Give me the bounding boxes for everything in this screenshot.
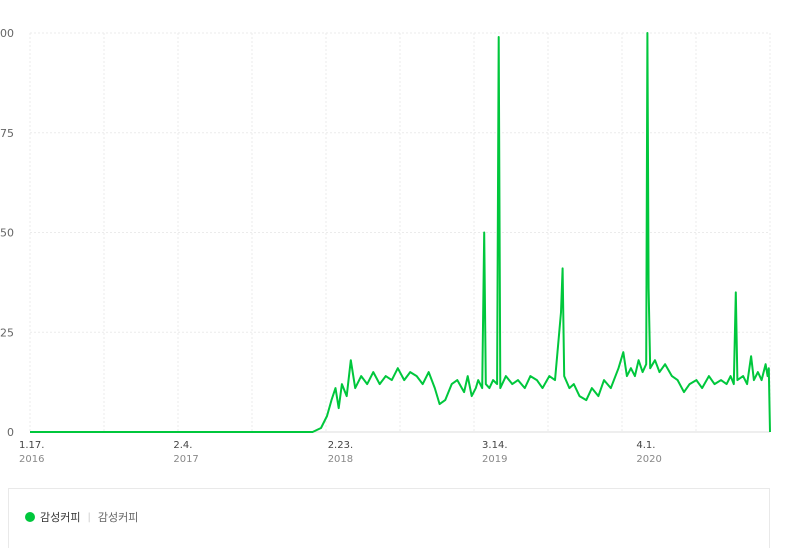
legend-panel: 감성커피 | 감성커피 xyxy=(8,488,770,548)
x-tick-year-label: 2017 xyxy=(173,454,198,465)
y-tick-label: 25 xyxy=(0,326,14,339)
legend-separator: | xyxy=(87,511,91,523)
x-tick-year-label: 2018 xyxy=(328,454,353,465)
x-tick-label: 3.14. xyxy=(482,440,507,451)
legend-keyword-label: 감성커피 xyxy=(40,511,81,524)
x-tick-label: 2.23. xyxy=(328,440,353,451)
x-tick-label: 4.1. xyxy=(636,440,655,451)
x-axis-ticks: 1.17. 2016 2.4. 2017 2.23. 2018 3.14. 2019 4.1. 2… xyxy=(19,440,662,465)
y-tick-label: 75 xyxy=(0,127,14,140)
legend-item[interactable]: 감성커피 | 감성커피 xyxy=(25,509,138,525)
x-tick-year-label: 2020 xyxy=(636,454,661,465)
series-line xyxy=(30,32,771,433)
x-tick-year-label: 2019 xyxy=(482,454,507,465)
legend-subkeyword-label: 감성커피 xyxy=(97,511,139,524)
line-chart: 100 75 50 25 0 1.17. 2016 2.4. 2017 2.23. 2018 3.1… xyxy=(0,27,771,465)
x-tick-label: 1.17. xyxy=(19,440,44,451)
x-tick-year-label: 2016 xyxy=(19,454,44,465)
y-axis-ticks: 100 75 50 25 0 xyxy=(0,27,14,439)
y-tick-label: 0 xyxy=(7,426,14,439)
y-tick-label: 100 xyxy=(0,27,14,40)
x-tick-label: 2.4. xyxy=(173,440,192,451)
legend-color-dot xyxy=(25,512,35,522)
y-tick-label: 50 xyxy=(0,227,14,240)
